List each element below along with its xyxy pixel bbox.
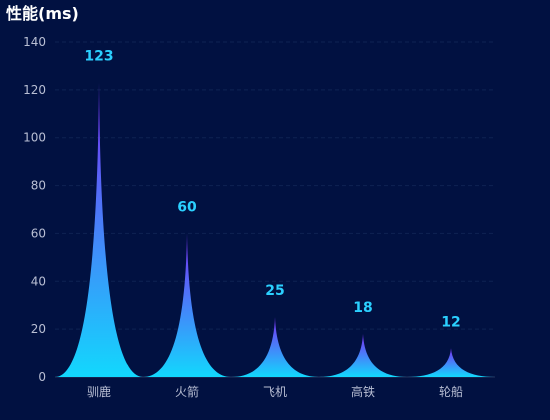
x-tick-label: 火箭: [175, 384, 199, 399]
y-tick-label: 140: [23, 35, 46, 49]
data-label: 25: [265, 283, 284, 299]
bar-飞机: [231, 317, 319, 377]
data-label: 12: [441, 314, 460, 330]
data-label: 18: [353, 300, 372, 316]
y-tick-label: 60: [31, 226, 46, 240]
y-tick-label: 100: [23, 131, 46, 145]
bar-高铁: [319, 333, 407, 377]
x-tick-label: 高铁: [351, 384, 375, 399]
y-tick-label: 0: [38, 370, 46, 384]
data-labels: 123 60 25 18 12: [84, 49, 460, 331]
y-tick-label: 40: [31, 274, 46, 288]
data-label: 60: [177, 199, 197, 215]
bar-驯鹿: [55, 82, 143, 377]
y-tick-label: 120: [23, 83, 46, 97]
y-tick-label: 80: [31, 179, 46, 193]
x-tick-label: 驯鹿: [87, 384, 111, 399]
axes: 0 20 40 60 80 100 120 140 驯鹿 火箭 飞机 高铁 轮船: [23, 35, 495, 399]
x-tick-label: 飞机: [263, 385, 287, 399]
bar-火箭: [143, 233, 231, 377]
y-tick-label: 20: [31, 322, 46, 336]
data-label: 123: [84, 49, 113, 65]
bar-轮船: [407, 348, 495, 377]
x-tick-label: 轮船: [439, 385, 463, 399]
chart-title: 性能(ms): [6, 4, 79, 23]
bars: [55, 82, 495, 377]
